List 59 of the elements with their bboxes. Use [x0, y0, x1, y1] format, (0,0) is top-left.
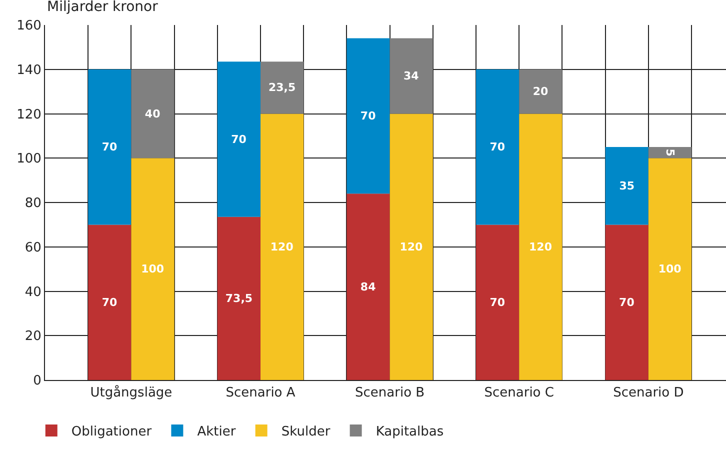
bar [605, 224, 648, 380]
bar [88, 224, 132, 380]
bar [346, 38, 390, 194]
legend-label: Skulder [281, 424, 331, 440]
data-label: 120 [270, 240, 294, 254]
y-tick-label: 20 [24, 329, 42, 344]
y-tick-label: 160 [16, 18, 42, 34]
data-label: 20 [532, 85, 548, 98]
data-label: 5 [663, 148, 676, 156]
x-tick-label: Scenario B [355, 386, 425, 401]
x-tick-label: Scenario A [226, 386, 296, 401]
data-label: 73,5 [225, 292, 253, 305]
bar [260, 114, 304, 380]
x-tick-label: Scenario C [484, 386, 554, 401]
data-label: 70 [360, 109, 376, 122]
bar [476, 69, 520, 225]
y-tick-label: 120 [16, 107, 42, 122]
x-tick-label: Utgångsläge [90, 384, 172, 401]
data-label: 40 [144, 107, 161, 120]
x-tick-label: Scenario D [613, 386, 684, 401]
data-label: 100 [658, 262, 682, 276]
data-label: 84 [360, 280, 376, 294]
bar [88, 69, 132, 225]
data-label: 70 [102, 140, 118, 154]
data-label: 70 [619, 296, 635, 309]
bar [260, 62, 304, 114]
y-tick-label: 140 [16, 62, 42, 78]
bar [519, 69, 562, 114]
data-label: 70 [490, 140, 506, 154]
data-label: 35 [619, 179, 635, 192]
y-tick-label: 80 [24, 196, 42, 212]
bar [648, 147, 692, 158]
bar [390, 38, 433, 114]
bar [390, 114, 433, 380]
y-tick-label: 100 [16, 152, 42, 167]
data-label: 70 [231, 132, 247, 146]
y-tick-label: 0 [33, 374, 42, 389]
data-label: 120 [400, 240, 424, 254]
data-label: 70 [102, 296, 118, 309]
legend-label: Obligationer [71, 424, 152, 440]
bar [346, 194, 390, 380]
y-tick-label: 40 [24, 284, 42, 300]
bar [217, 216, 261, 380]
y-tick-label: 60 [24, 240, 42, 256]
bar [605, 147, 648, 225]
bar [131, 69, 174, 158]
data-label: 100 [141, 262, 164, 276]
data-label: 34 [404, 70, 420, 83]
data-label: 120 [529, 240, 552, 254]
data-label: 70 [490, 296, 506, 309]
bar [648, 158, 692, 380]
bar [131, 158, 174, 380]
y-axis-title: Miljarder kronor [47, 0, 158, 15]
legend-label: Kapitalbas [376, 424, 444, 440]
bar [476, 224, 520, 380]
data-label: 23,5 [268, 81, 296, 94]
legend-label: Aktier [197, 424, 236, 440]
bar [217, 62, 261, 217]
bar [519, 114, 562, 380]
